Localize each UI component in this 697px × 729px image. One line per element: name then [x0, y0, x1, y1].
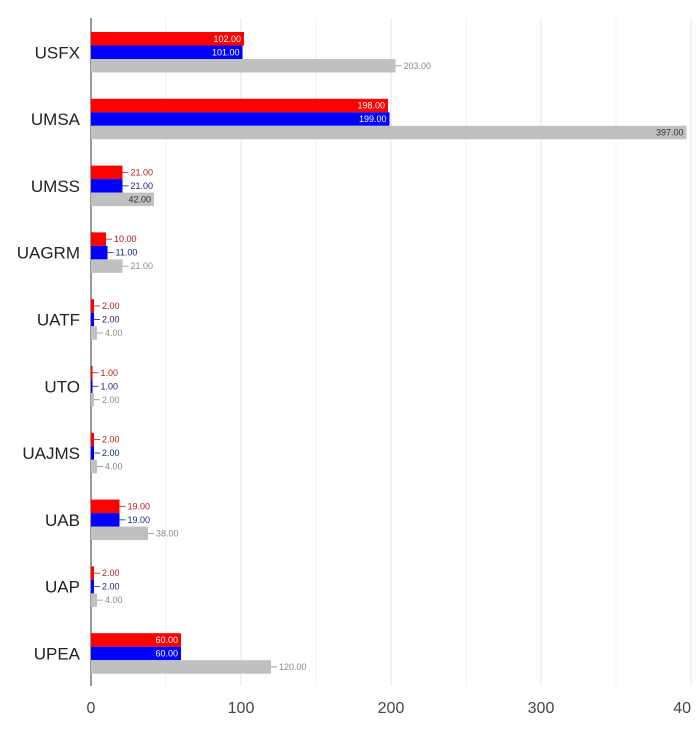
- bar-umsa-s3: [91, 125, 687, 140]
- bar-usfx-s3: [91, 59, 396, 73]
- data-label: 120.00: [279, 662, 307, 672]
- data-label: 21.00: [131, 261, 154, 271]
- category-label: UAJMS: [22, 444, 80, 463]
- data-label: 2.00: [102, 395, 120, 405]
- bar-uajms-s2: [91, 446, 94, 460]
- data-label: 42.00: [128, 194, 151, 204]
- bar-usfx-s1: [91, 32, 244, 46]
- category-label: UAB: [45, 511, 80, 530]
- bar-uajms-s1: [91, 432, 94, 447]
- x-tick-label: 0: [87, 700, 96, 717]
- data-label: 11.00: [116, 248, 138, 258]
- category-label: UTO: [44, 377, 80, 396]
- data-label: 4.00: [105, 595, 123, 605]
- category-label: UMSA: [31, 110, 81, 129]
- data-label: 21.00: [131, 181, 154, 191]
- data-label: 2.00: [102, 582, 120, 592]
- data-label: 1.00: [101, 381, 119, 391]
- x-axis-ticks: 0 100 200 300 40: [87, 700, 692, 717]
- data-labels: 102.00 101.00 203.00 198.00 199.00 397.00 21.0…: [92, 34, 684, 672]
- data-label: 101.00: [212, 47, 240, 57]
- bar-uajms-s3: [91, 459, 97, 474]
- x-tick-label: 40: [673, 700, 691, 717]
- category-labels: USFX UMSA UMSS UAGRM UATF UTO UAJMS UAB UAP UPEA: [17, 43, 81, 663]
- x-tick-label: 300: [528, 700, 555, 717]
- bar-umsa-s2: [91, 112, 390, 126]
- data-label: 4.00: [105, 462, 123, 472]
- data-label: 10.00: [114, 234, 137, 244]
- category-label: UMSS: [31, 177, 80, 196]
- data-label: 102.00: [213, 34, 241, 44]
- bar-uap-s1: [91, 566, 94, 580]
- bar-uto-s3: [91, 393, 94, 407]
- x-tick-label: 200: [378, 700, 405, 717]
- data-label: 60.00: [155, 648, 178, 658]
- data-label: 2.00: [102, 435, 120, 445]
- category-label: UAP: [45, 578, 80, 597]
- bar-uto-s1: [91, 366, 93, 380]
- bar-upea-s2: [91, 646, 181, 661]
- category-label: UPEA: [34, 644, 81, 663]
- category-label: UATF: [37, 310, 80, 329]
- bar-uagrm-s2: [91, 245, 108, 260]
- data-label: 2.00: [102, 314, 120, 324]
- bar-uagrm-s1: [91, 232, 106, 246]
- x-tick-label: 100: [228, 700, 255, 717]
- bars: [91, 32, 687, 674]
- data-label: 1.00: [101, 368, 119, 378]
- bar-uab-s2: [91, 513, 120, 527]
- bar-uagrm-s3: [91, 259, 123, 273]
- bar-uatf-s3: [91, 326, 97, 340]
- bar-uap-s3: [91, 593, 97, 607]
- data-label: 199.00: [359, 114, 387, 124]
- data-label: 397.00: [656, 128, 684, 138]
- data-label: 2.00: [102, 448, 120, 458]
- bar-uap-s2: [91, 579, 94, 594]
- bar-usfx-s2: [91, 45, 243, 59]
- bar-umss-s1: [91, 165, 123, 180]
- bar-uab-s1: [91, 499, 120, 514]
- bar-umss-s2: [91, 179, 123, 193]
- bar-umsa-s1: [91, 98, 388, 113]
- data-label: 2.00: [102, 301, 120, 311]
- bar-uto-s2: [91, 379, 93, 393]
- data-label: 19.00: [128, 515, 151, 525]
- bar-uatf-s2: [91, 312, 94, 327]
- bar-umss-s3: [91, 192, 154, 207]
- bar-uab-s3: [91, 526, 148, 541]
- category-label: UAGRM: [17, 244, 80, 263]
- data-label: 2.00: [102, 568, 120, 578]
- bar-upea-s3: [91, 660, 271, 674]
- data-label: 21.00: [131, 167, 154, 177]
- data-label: 4.00: [105, 328, 123, 338]
- data-label: 203.00: [404, 61, 432, 71]
- data-label: 60.00: [155, 635, 178, 645]
- data-label: 198.00: [357, 101, 385, 111]
- bar-uatf-s1: [91, 299, 94, 313]
- category-label: USFX: [35, 43, 80, 62]
- bar-upea-s1: [91, 633, 181, 647]
- data-label: 38.00: [156, 528, 179, 538]
- data-label: 19.00: [128, 501, 151, 511]
